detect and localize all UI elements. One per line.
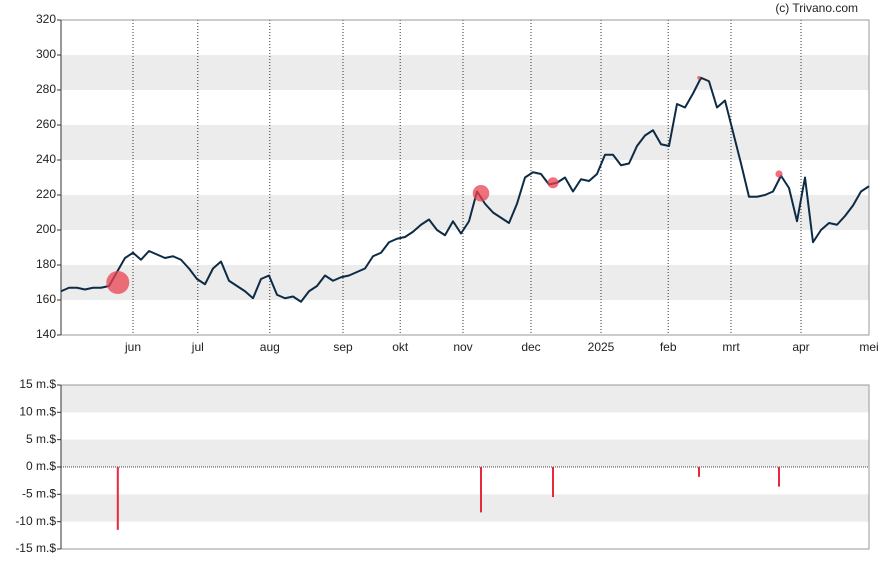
y-tick-label: 180	[36, 257, 56, 271]
grid-band	[61, 385, 869, 413]
y-tick-label: 240	[36, 152, 56, 166]
x-tick-label: jun	[124, 340, 141, 354]
x-tick-label: nov	[453, 340, 472, 354]
grid-band	[61, 55, 869, 90]
grid-band	[61, 439, 869, 467]
y-tick-label: 280	[36, 82, 56, 96]
trade-marker	[547, 177, 559, 189]
price-line	[60, 76, 870, 303]
grid-band	[61, 494, 869, 522]
y-tick-label: 15 m.$	[19, 377, 56, 391]
trade-marker	[775, 170, 783, 178]
source-credit: (c) Trivano.com	[775, 1, 858, 15]
y-tick-label: 320	[36, 12, 56, 26]
y-tick-label: 5 m.$	[26, 432, 56, 446]
y-tick-label: -15 m.$	[15, 541, 56, 555]
trade-marker	[472, 184, 490, 202]
x-tick-label: feb	[660, 340, 677, 354]
y-tick-label: 0 m.$	[26, 459, 56, 473]
grid-band	[61, 195, 869, 230]
grid-band	[61, 265, 869, 300]
trade-marker	[697, 75, 701, 80]
x-tick-label: okt	[392, 340, 409, 354]
y-tick-label: 300	[36, 47, 56, 61]
y-tick-label: -5 m.$	[22, 487, 56, 501]
y-tick-label: -10 m.$	[15, 514, 56, 528]
y-tick-label: 10 m.$	[19, 405, 56, 419]
y-tick-label: 160	[36, 292, 56, 306]
y-tick-label: 200	[36, 222, 56, 236]
trade-marker	[106, 271, 130, 294]
y-tick-label: 140	[36, 327, 56, 341]
x-tick-label: apr	[792, 340, 809, 354]
x-tick-label: jul	[191, 340, 204, 354]
y-tick-label: 220	[36, 187, 56, 201]
x-tick-label: dec	[521, 340, 540, 354]
grid-band	[61, 125, 869, 160]
x-tick-label: mei	[859, 340, 878, 354]
x-tick-label: 2025	[588, 340, 615, 354]
y-tick-label: 260	[36, 117, 56, 131]
x-tick-label: mrt	[722, 340, 740, 354]
x-tick-label: aug	[260, 340, 280, 354]
x-tick-label: sep	[333, 340, 353, 354]
